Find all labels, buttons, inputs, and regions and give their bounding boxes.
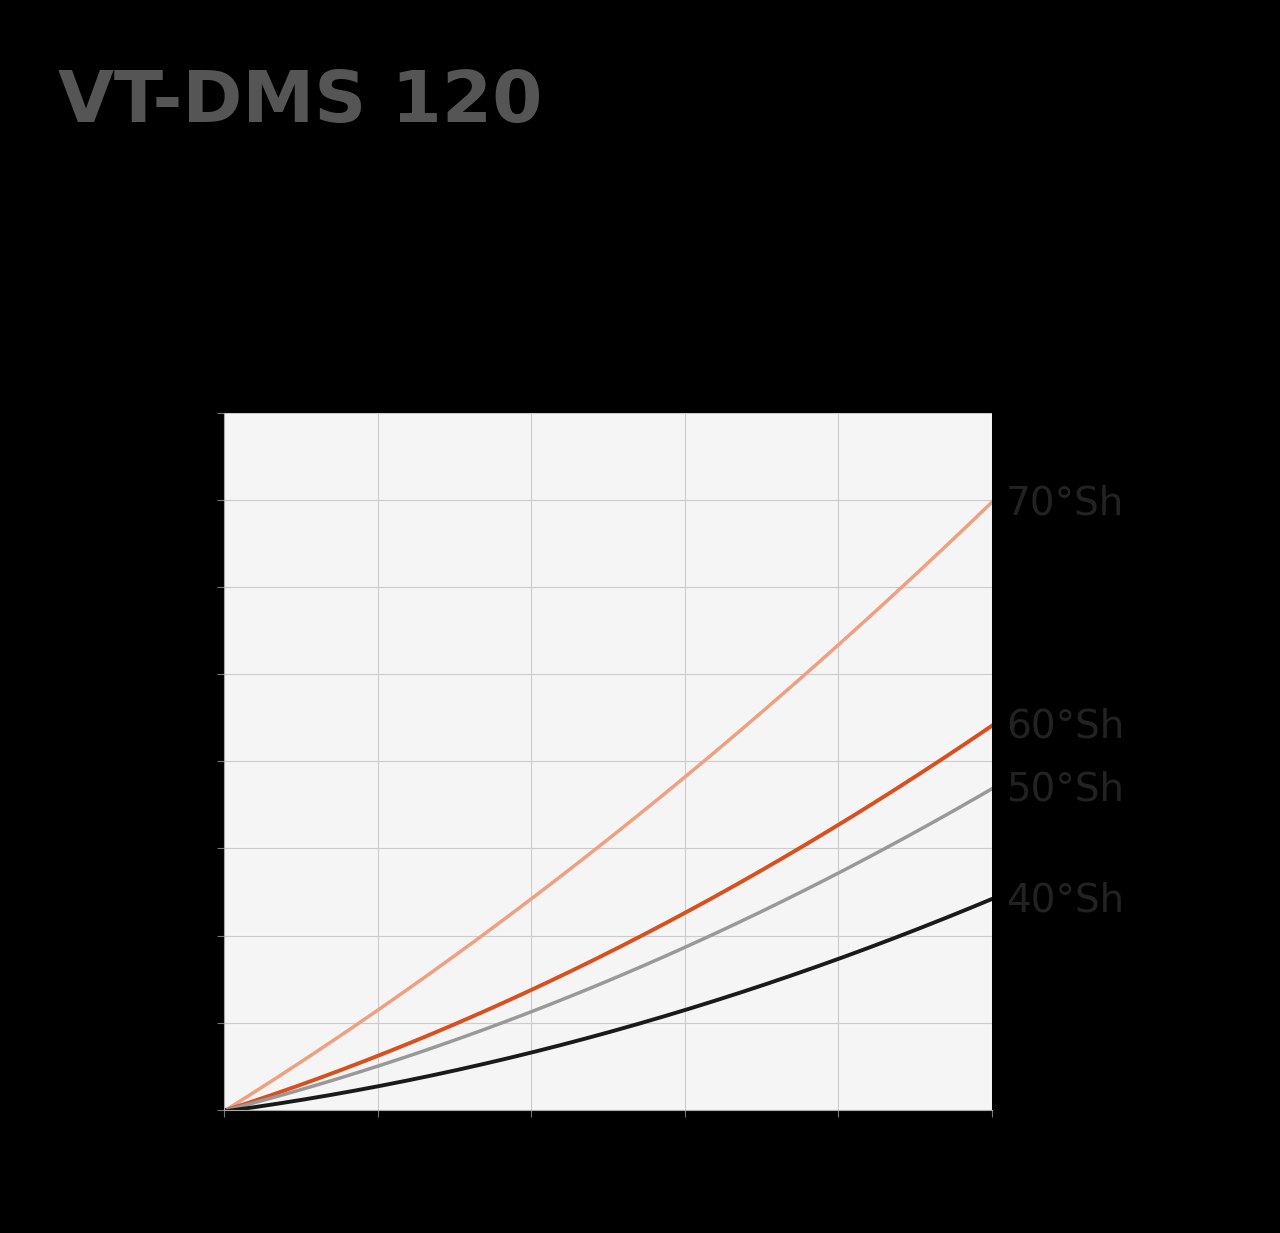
Text: VT-DMS 120: VT-DMS 120 [58, 68, 543, 137]
Text: 40°Sh: 40°Sh [1006, 882, 1124, 920]
Text: 50°Sh: 50°Sh [1006, 771, 1124, 809]
Text: 70°Sh: 70°Sh [1006, 485, 1124, 523]
Text: 60°Sh: 60°Sh [1006, 708, 1124, 746]
